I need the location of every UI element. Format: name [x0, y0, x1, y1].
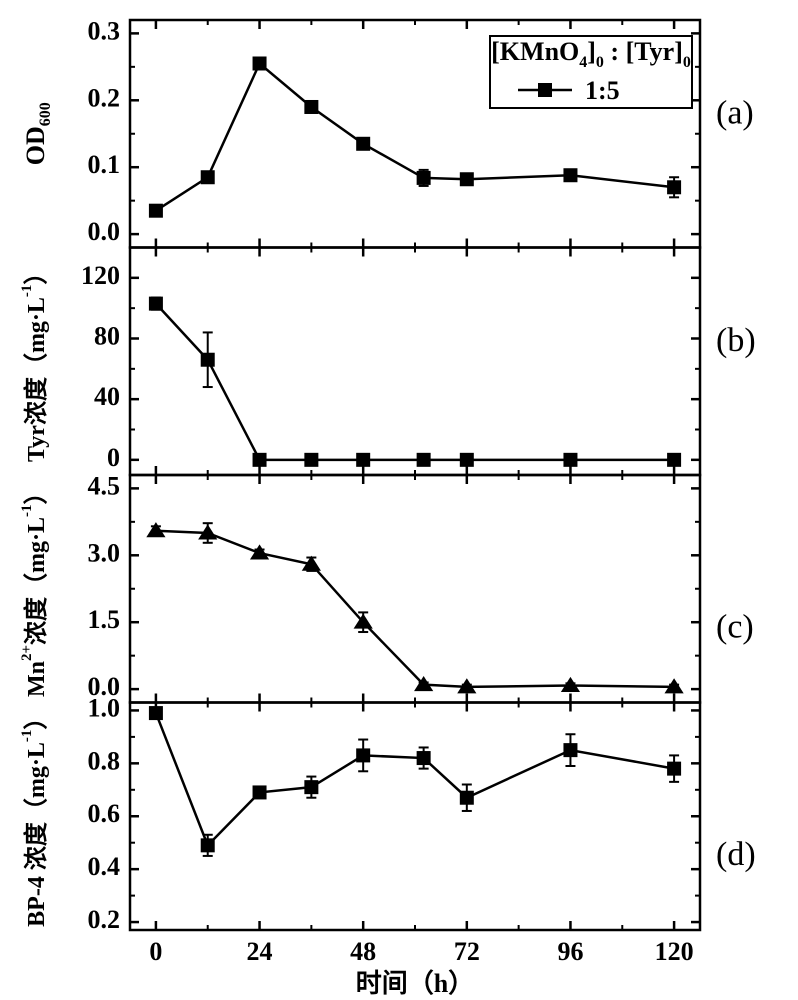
data-marker: [149, 706, 163, 720]
data-marker: [417, 751, 431, 765]
figure: 0.00.10.20.3OD600(a)04080120Tyr浓度（mg·L-1…: [0, 0, 798, 1000]
xtick-label: 72: [454, 937, 480, 966]
data-marker: [460, 453, 474, 467]
legend-marker-icon: [538, 83, 552, 97]
data-marker: [356, 748, 370, 762]
ytick-label: 0.3: [88, 16, 121, 45]
data-marker: [563, 453, 577, 467]
legend-series-label: 1:5: [585, 76, 620, 105]
panel-label-a: (a): [716, 94, 754, 131]
ytick-label: 40: [94, 382, 120, 411]
data-marker: [253, 56, 267, 70]
ytick-label: 1.0: [88, 693, 121, 722]
data-marker: [149, 297, 163, 311]
panel-label-b: (b): [716, 322, 756, 359]
ytick-label: 0.6: [88, 799, 121, 828]
ytick-label: 0.0: [88, 217, 121, 246]
data-marker: [356, 453, 370, 467]
xtick-label: 96: [557, 937, 583, 966]
data-marker: [253, 453, 267, 467]
panel-label-d: (d): [716, 836, 756, 873]
ytick-label: 0.4: [88, 852, 121, 881]
data-marker: [417, 171, 431, 185]
data-marker: [417, 453, 431, 467]
data-marker: [253, 785, 267, 799]
data-marker: [563, 168, 577, 182]
data-marker: [304, 453, 318, 467]
data-marker: [201, 170, 215, 184]
data-marker: [667, 762, 681, 776]
xtick-label: 120: [655, 937, 694, 966]
data-marker: [667, 180, 681, 194]
ytick-label: 1.5: [88, 605, 121, 634]
legend: [KMnO4]0 : [Tyr]0 1:5: [490, 36, 692, 108]
xtick-label: 24: [247, 937, 273, 966]
ytick-label: 0.1: [88, 150, 121, 179]
xlabel: 时间（h）: [356, 969, 474, 998]
xtick-label: 0: [149, 937, 162, 966]
ytick-label: 4.5: [88, 471, 121, 500]
data-marker: [356, 137, 370, 151]
ytick-label: 3.0: [88, 538, 121, 567]
ytick-label: 0: [107, 443, 120, 472]
ytick-label: 0.2: [88, 905, 121, 934]
ytick-label: 0.2: [88, 83, 121, 112]
ytick-label: 0.8: [88, 746, 121, 775]
legend-title: [KMnO4]0 : [Tyr]0: [491, 37, 691, 71]
data-marker: [563, 743, 577, 757]
data-marker: [201, 838, 215, 852]
ytick-label: 80: [94, 321, 120, 350]
data-marker: [667, 453, 681, 467]
panel-label-c: (c): [716, 608, 754, 645]
data-marker: [304, 100, 318, 114]
data-marker: [304, 780, 318, 794]
data-marker: [149, 204, 163, 218]
ytick-label: 120: [81, 261, 120, 290]
data-marker: [201, 353, 215, 367]
data-marker: [460, 172, 474, 186]
xtick-label: 48: [350, 937, 376, 966]
data-marker: [460, 791, 474, 805]
